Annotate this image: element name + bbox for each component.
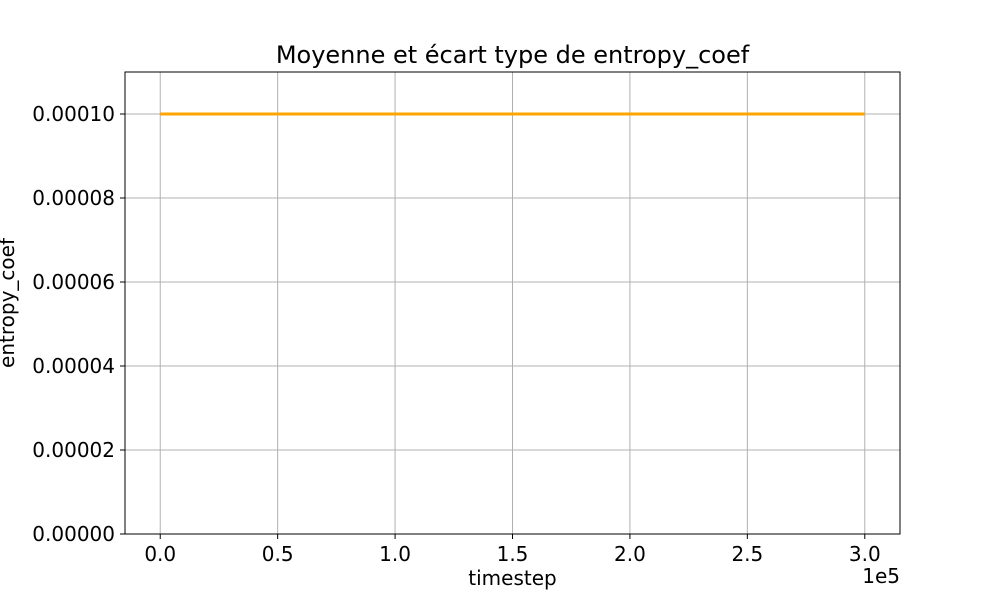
y-tick-label: 0.00006 — [32, 270, 115, 294]
y-tick-label: 0.00004 — [32, 354, 115, 378]
x-tick-label: 2.0 — [614, 542, 646, 566]
x-axis-label: timestep — [468, 566, 556, 590]
y-axis-ticks: 0.00000 0.00002 0.00004 0.00006 0.00008 0.000… — [32, 102, 125, 546]
chart-title: Moyenne et écart type de entropy_coef — [276, 41, 750, 69]
x-tick-label: 3.0 — [849, 542, 881, 566]
y-tick-label: 0.00010 — [32, 102, 115, 126]
x-tick-label: 0.5 — [262, 542, 294, 566]
x-axis-offset-text: 1e5 — [862, 564, 900, 588]
x-tick-label: 1.5 — [497, 542, 529, 566]
y-tick-label: 0.00002 — [32, 438, 115, 462]
x-tick-label: 1.0 — [379, 542, 411, 566]
x-axis-ticks: 0.0 0.5 1.0 1.5 2.0 2.5 3.0 — [144, 534, 881, 566]
y-tick-label: 0.00000 — [32, 522, 115, 546]
x-tick-label: 2.5 — [731, 542, 763, 566]
y-tick-label: 0.00008 — [32, 186, 115, 210]
x-tick-label: 0.0 — [144, 542, 176, 566]
y-axis-label: entropy_coef — [0, 237, 19, 368]
